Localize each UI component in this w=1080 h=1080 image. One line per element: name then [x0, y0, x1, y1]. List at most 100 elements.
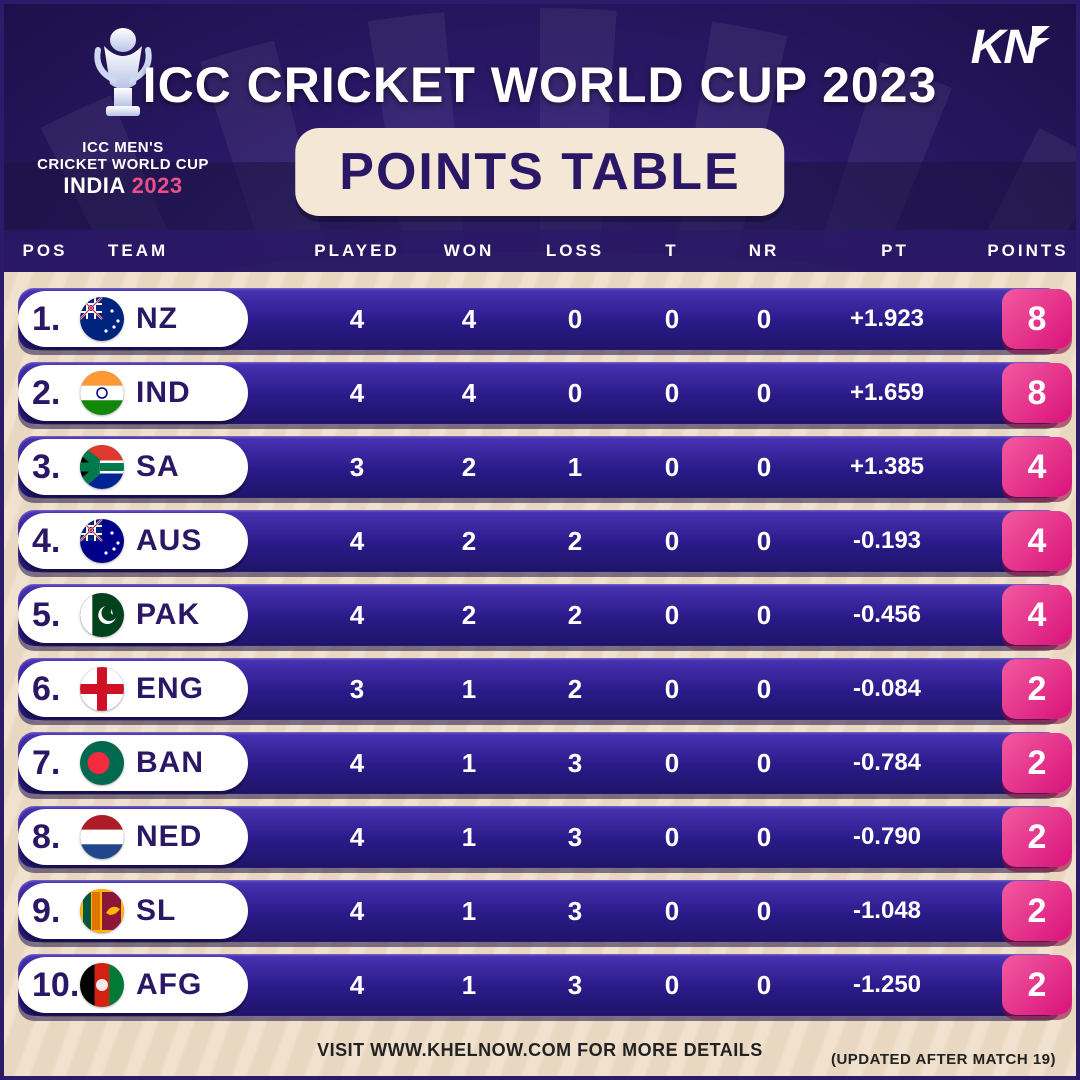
cell-pos: 8.: [18, 818, 88, 857]
cell-pt: -0.193: [812, 527, 962, 555]
cell-nr: 0: [716, 970, 812, 1001]
table-row: AFG 10. 4 1 3 0 0 -1.250 2: [18, 954, 1062, 1016]
footer-updated: (UPDATED AFTER MATCH 19): [831, 1051, 1056, 1068]
cell-t: 0: [628, 822, 716, 853]
cell-won: 2: [416, 600, 522, 631]
points-badge: 4: [1002, 511, 1072, 571]
cell-pt: +1.659: [812, 379, 962, 407]
cell-loss: 0: [522, 304, 628, 335]
table-row: SL 9. 4 1 3 0 0 -1.048 2: [18, 880, 1062, 942]
cell-won: 1: [416, 674, 522, 705]
cell-pt: -0.790: [812, 823, 962, 851]
cell-loss: 0: [522, 378, 628, 409]
cell-pos: 9.: [18, 892, 88, 931]
cell-nr: 0: [716, 896, 812, 927]
cell-nr: 0: [716, 452, 812, 483]
row-grid: 8. 4 1 3 0 0 -0.790: [18, 806, 1062, 868]
cell-pt: -0.456: [812, 601, 962, 629]
cell-nr: 0: [716, 304, 812, 335]
points-badge: 4: [1002, 585, 1072, 645]
table-row: PAK 5. 4 2 2 0 0 -0.456 4: [18, 584, 1062, 646]
cell-pt: +1.385: [812, 453, 962, 481]
event-logo-line2: CRICKET WORLD CUP: [28, 156, 218, 173]
table-row: BAN 7. 4 1 3 0 0 -0.784 2: [18, 732, 1062, 794]
cell-won: 1: [416, 896, 522, 927]
cell-loss: 1: [522, 452, 628, 483]
points-badge: 4: [1002, 437, 1072, 497]
cell-nr: 0: [716, 600, 812, 631]
cell-won: 1: [416, 822, 522, 853]
col-team: TEAM: [88, 241, 298, 261]
table-row: NZ 1. 4 4 0 0 0 +1.923 8: [18, 288, 1062, 350]
cell-played: 4: [298, 378, 416, 409]
cell-nr: 0: [716, 822, 812, 853]
cell-won: 2: [416, 526, 522, 557]
event-logo-line1: ICC MEN'S: [28, 139, 218, 156]
col-nr: NR: [716, 241, 812, 261]
cell-nr: 0: [716, 674, 812, 705]
cell-played: 4: [298, 896, 416, 927]
cell-t: 0: [628, 304, 716, 335]
col-points: POINTS: [978, 241, 1078, 261]
cell-loss: 2: [522, 674, 628, 705]
col-t: T: [628, 241, 716, 261]
col-pos: POS: [2, 241, 88, 261]
cell-pt: -1.250: [812, 971, 962, 999]
main-title: ICC CRICKET WORLD CUP 2023: [0, 56, 1080, 114]
event-logo-line3b: 2023: [132, 173, 183, 198]
cell-pos: 5.: [18, 596, 88, 635]
header: ICC MEN'S CRICKET WORLD CUP INDIA 2023 K…: [0, 0, 1080, 272]
row-grid: 7. 4 1 3 0 0 -0.784: [18, 732, 1062, 794]
cell-loss: 3: [522, 970, 628, 1001]
column-headers: POS TEAM PLAYED WON LOSS T NR PT POINTS: [0, 230, 1080, 272]
table-row: IND 2. 4 4 0 0 0 +1.659 8: [18, 362, 1062, 424]
cell-pos: 3.: [18, 448, 88, 487]
points-badge: 8: [1002, 289, 1072, 349]
row-grid: 9. 4 1 3 0 0 -1.048: [18, 880, 1062, 942]
cell-played: 4: [298, 748, 416, 779]
cell-loss: 3: [522, 822, 628, 853]
cell-pt: -1.048: [812, 897, 962, 925]
cell-won: 1: [416, 748, 522, 779]
cell-t: 0: [628, 378, 716, 409]
cell-played: 3: [298, 674, 416, 705]
cell-t: 0: [628, 896, 716, 927]
table-row: AUS 4. 4 2 2 0 0 -0.193 4: [18, 510, 1062, 572]
col-pt: PT: [812, 241, 978, 261]
table-area: NZ 1. 4 4 0 0 0 +1.923 8 IND 2. 4 4 0 0 …: [0, 272, 1080, 1016]
cell-won: 4: [416, 378, 522, 409]
row-grid: 4. 4 2 2 0 0 -0.193: [18, 510, 1062, 572]
cell-pt: +1.923: [812, 305, 962, 333]
cell-t: 0: [628, 600, 716, 631]
cell-pos: 4.: [18, 522, 88, 561]
points-badge: 2: [1002, 807, 1072, 867]
points-badge: 2: [1002, 881, 1072, 941]
event-logo-line3a: INDIA: [63, 173, 131, 198]
cell-loss: 3: [522, 896, 628, 927]
cell-won: 2: [416, 452, 522, 483]
points-badge: 2: [1002, 659, 1072, 719]
cell-pos: 7.: [18, 744, 88, 783]
event-logo-line3: INDIA 2023: [28, 173, 218, 199]
table-row: NED 8. 4 1 3 0 0 -0.790 2: [18, 806, 1062, 868]
cell-played: 4: [298, 822, 416, 853]
cell-played: 4: [298, 526, 416, 557]
cell-pos: 6.: [18, 670, 88, 709]
cell-nr: 0: [716, 378, 812, 409]
cell-t: 0: [628, 452, 716, 483]
points-badge: 2: [1002, 955, 1072, 1015]
row-grid: 5. 4 2 2 0 0 -0.456: [18, 584, 1062, 646]
cell-t: 0: [628, 674, 716, 705]
row-grid: 10. 4 1 3 0 0 -1.250: [18, 954, 1062, 1016]
cell-t: 0: [628, 748, 716, 779]
row-grid: 1. 4 4 0 0 0 +1.923: [18, 288, 1062, 350]
col-played: PLAYED: [298, 241, 416, 261]
cell-played: 4: [298, 600, 416, 631]
cell-pt: -0.084: [812, 675, 962, 703]
cell-won: 1: [416, 970, 522, 1001]
cell-nr: 0: [716, 748, 812, 779]
cell-loss: 2: [522, 526, 628, 557]
points-badge: 8: [1002, 363, 1072, 423]
cell-pos: 2.: [18, 374, 88, 413]
row-grid: 3. 3 2 1 0 0 +1.385: [18, 436, 1062, 498]
